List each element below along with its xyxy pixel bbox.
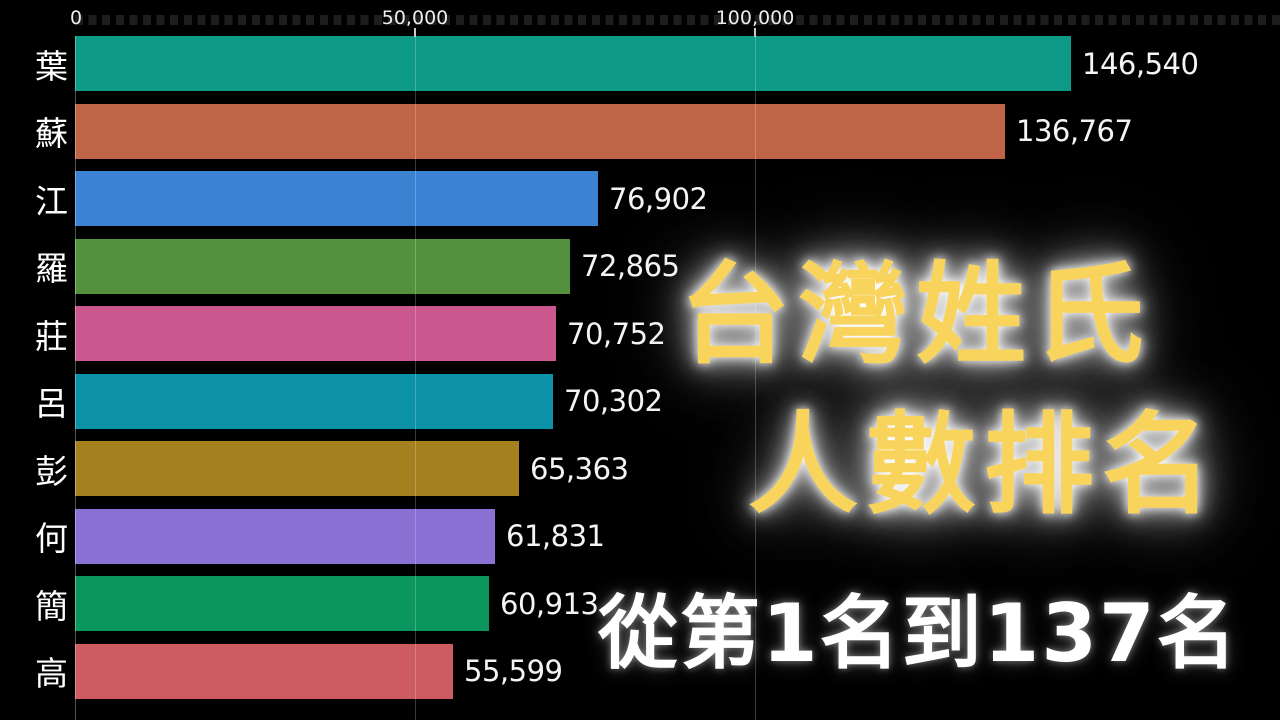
bar-row: 彭 65,363 [0, 441, 1280, 496]
axis-major-tick [414, 28, 416, 37]
bar [75, 441, 519, 496]
bar-row: 江 76,902 [0, 171, 1280, 226]
category-label: 呂 [35, 384, 68, 423]
bar [75, 576, 489, 631]
video-title-line-2: 人數排名 [748, 401, 1220, 529]
axis-tick-label: 50,000 [381, 7, 449, 29]
value-label: 72,865 [581, 249, 680, 283]
bar [75, 36, 1071, 91]
video-subtitle: 從第1名到137名 [598, 587, 1239, 680]
category-label: 蘇 [35, 114, 68, 153]
bar-row: 簡 60,913 [0, 576, 1280, 631]
value-label: 60,913 [500, 586, 599, 621]
category-label: 簡 [35, 586, 68, 626]
category-label: 葉 [35, 46, 68, 86]
category-label: 彭 [35, 451, 68, 491]
bar-row: 呂 70,302 [0, 373, 1280, 429]
value-label: 136,767 [1016, 114, 1133, 148]
category-label: 高 [35, 654, 68, 693]
value-label: 55,599 [464, 654, 563, 688]
bar-row: 葉 146,540 [0, 36, 1280, 91]
category-label: 何 [35, 519, 68, 558]
bar [75, 171, 598, 226]
axis-major-tick [754, 28, 756, 37]
axis-tick-label: 100,000 [715, 7, 795, 29]
value-label: 70,752 [567, 316, 666, 351]
category-label: 江 [35, 181, 68, 221]
bar [75, 373, 553, 429]
video-title-line-1: 台灣姓氏 [680, 251, 1152, 379]
bar [75, 508, 495, 564]
bar-row: 莊 70,752 [0, 306, 1280, 361]
bar [75, 306, 556, 361]
category-label: 莊 [35, 316, 68, 356]
bar-row: 蘇 136,767 [0, 103, 1280, 159]
value-label: 70,302 [564, 384, 663, 418]
bar [75, 103, 1005, 159]
bar [75, 643, 453, 699]
bar-row: 何 61,831 [0, 508, 1280, 564]
value-label: 61,831 [506, 519, 605, 553]
axis-tick-label: 0 [69, 7, 83, 29]
bar [75, 238, 570, 294]
y-axis-spine [75, 36, 76, 720]
value-label: 76,902 [609, 181, 708, 216]
bar-row: 羅 72,865 [0, 238, 1280, 294]
bar-row: 高 55,599 [0, 643, 1280, 699]
value-label: 65,363 [530, 451, 629, 486]
category-label: 羅 [35, 249, 68, 288]
axis-minor-ticks [75, 15, 1280, 25]
gridline-50000 [415, 36, 416, 720]
gridline-100000 [755, 36, 756, 720]
value-label: 146,540 [1082, 46, 1199, 81]
